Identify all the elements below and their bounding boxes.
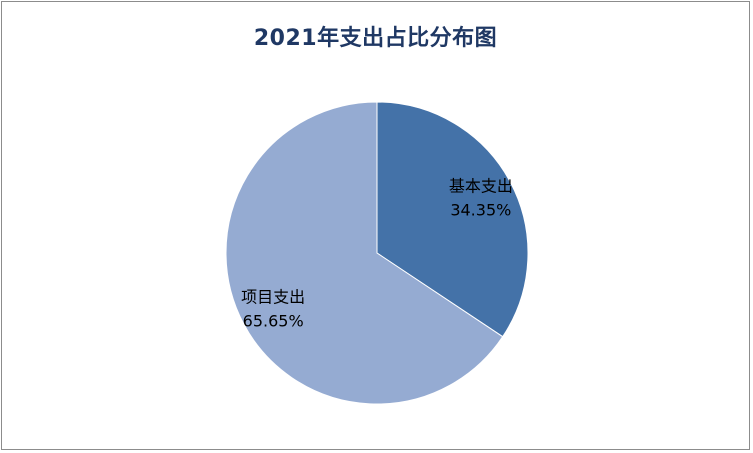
pie-slice-2 xyxy=(225,101,504,405)
slice-value-2: 65.65% xyxy=(243,312,304,331)
slice-value-1: 34.35% xyxy=(450,200,511,219)
slice-label-1: 基本支出 xyxy=(449,176,513,195)
slice-label-2: 项目支出 xyxy=(241,288,305,307)
chart-title: 2021年支出占比分布图 xyxy=(253,26,498,51)
